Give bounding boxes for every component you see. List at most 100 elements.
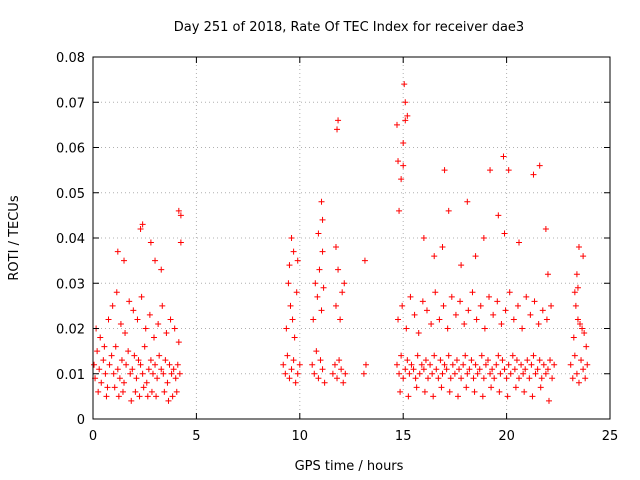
data-point: [130, 307, 137, 314]
data-point: [169, 393, 176, 400]
data-point: [439, 244, 446, 251]
data-point: [133, 375, 140, 382]
data-point: [505, 361, 512, 368]
data-point: [171, 325, 178, 332]
data-point: [495, 212, 502, 219]
y-tick-label: 0.07: [56, 96, 85, 111]
data-point: [506, 289, 513, 296]
data-point: [309, 361, 316, 368]
data-point: [433, 366, 440, 373]
y-axis-label: ROTI / TECUs: [7, 195, 22, 280]
data-point: [458, 262, 465, 269]
data-point: [471, 388, 478, 395]
data-point: [161, 388, 168, 395]
data-point: [441, 167, 448, 174]
data-point: [294, 257, 301, 264]
data-point: [316, 266, 323, 273]
data-point: [336, 357, 343, 364]
data-point: [514, 302, 521, 309]
chart-title: Day 251 of 2018, Rate Of TEC Index for r…: [174, 20, 524, 35]
x-tick-label: 20: [498, 429, 515, 444]
x-tick-label: 5: [192, 429, 200, 444]
data-point: [155, 320, 162, 327]
data-point: [487, 167, 494, 174]
data-point: [445, 352, 452, 359]
data-point: [543, 316, 550, 323]
data-point: [404, 357, 411, 364]
data-point: [544, 366, 551, 373]
data-point: [290, 357, 297, 364]
data-point: [396, 370, 403, 377]
data-point: [574, 284, 581, 291]
data-point: [461, 320, 468, 327]
data-point: [286, 262, 293, 269]
data-point: [580, 253, 587, 260]
data-point: [521, 388, 528, 395]
data-point: [147, 239, 154, 246]
data-point: [151, 334, 158, 341]
data-point: [581, 330, 588, 337]
data-point: [142, 325, 149, 332]
axis-ticks: 0 5 10 15 20 25 0 0.01 0.02 0.03 0.04 0.05 0.06 0.07 0…: [56, 51, 618, 444]
data-point: [447, 375, 454, 382]
data-point: [466, 366, 473, 373]
data-point: [123, 361, 130, 368]
data-point: [411, 311, 418, 318]
data-point: [516, 375, 523, 382]
data-point: [319, 366, 326, 373]
data-point: [573, 271, 580, 278]
data-point: [505, 167, 512, 174]
data-point: [495, 352, 502, 359]
data-point: [137, 225, 144, 232]
data-point: [149, 370, 156, 377]
data-point: [152, 257, 159, 264]
data-point: [510, 316, 517, 323]
data-point: [126, 298, 133, 305]
data-point: [522, 366, 529, 373]
data-point: [106, 361, 113, 368]
data-point: [540, 361, 547, 368]
data-point: [158, 366, 165, 373]
data-point: [571, 289, 578, 296]
data-point: [542, 225, 549, 232]
data-point: [94, 348, 101, 355]
data-point: [418, 361, 425, 368]
data-point: [465, 307, 472, 314]
data-point: [287, 302, 294, 309]
data-point: [524, 357, 531, 364]
data-point: [481, 325, 488, 332]
data-point: [526, 375, 533, 382]
data-point: [103, 393, 110, 400]
data-point: [443, 366, 450, 373]
data-point: [479, 393, 486, 400]
data-point: [288, 235, 295, 241]
data-point: [463, 384, 470, 391]
data-point: [166, 361, 173, 368]
data-point: [319, 248, 326, 255]
data-point: [310, 316, 317, 323]
data-point: [395, 158, 402, 165]
data-point: [360, 370, 367, 377]
data-point: [408, 361, 415, 368]
data-point: [544, 271, 551, 278]
data-point: [551, 361, 558, 368]
data-point: [280, 361, 287, 368]
data-point: [340, 379, 347, 386]
data-point: [527, 311, 534, 318]
data-point: [414, 352, 421, 359]
data-point: [118, 357, 125, 364]
data-point: [520, 370, 527, 377]
data-point: [539, 307, 546, 314]
data-point: [144, 393, 151, 400]
data-point: [436, 316, 443, 323]
data-point: [530, 352, 537, 359]
data-point: [167, 316, 174, 323]
data-point: [477, 302, 484, 309]
data-point: [110, 370, 117, 377]
data-point: [400, 162, 407, 169]
data-point: [160, 370, 167, 377]
data-point: [397, 388, 404, 395]
data-point: [500, 153, 507, 160]
data-point: [474, 370, 481, 377]
data-point: [575, 379, 582, 386]
